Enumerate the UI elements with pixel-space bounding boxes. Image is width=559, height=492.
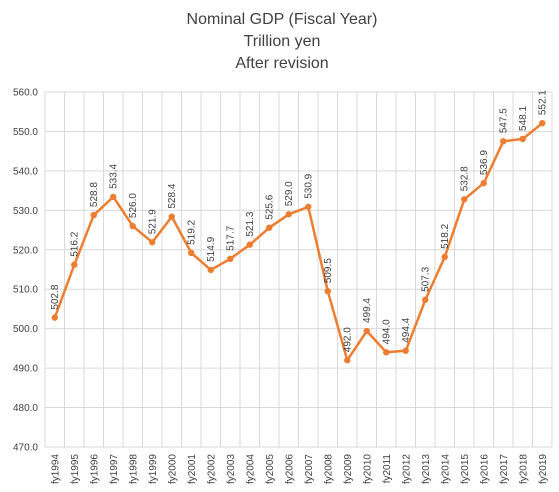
x-tick-label: fy2017 — [499, 454, 510, 484]
data-point — [344, 357, 351, 364]
data-point — [266, 224, 273, 231]
y-tick-label: 550.0 — [13, 127, 38, 138]
data-point — [402, 347, 409, 354]
data-label: 509.5 — [323, 258, 334, 283]
chart-title: Nominal GDP (Fiscal Year) Trillion yen A… — [187, 11, 378, 72]
chart-title-line-1: Nominal GDP (Fiscal Year) — [187, 11, 378, 28]
x-tick-label: fy1997 — [109, 454, 120, 484]
data-label: 528.8 — [89, 182, 100, 207]
data-label: 517.7 — [226, 225, 237, 250]
gridlines — [44, 91, 553, 448]
x-tick-label: fy2010 — [362, 454, 373, 484]
x-tick-label: fy2019 — [538, 454, 549, 484]
x-tick-label: fy1995 — [70, 454, 81, 484]
data-point — [461, 196, 468, 203]
x-tick-label: fy2009 — [343, 454, 354, 484]
data-label: 507.3 — [421, 266, 432, 291]
data-label: 494.0 — [382, 319, 393, 344]
data-label: 536.9 — [479, 150, 490, 175]
data-label: 533.4 — [109, 163, 120, 188]
data-label: 528.4 — [167, 183, 178, 208]
x-tick-label: fy2007 — [304, 454, 315, 484]
y-tick-label: 490.0 — [13, 364, 38, 375]
y-tick-label: 470.0 — [13, 443, 38, 454]
data-label: 494.4 — [401, 317, 412, 342]
data-point — [51, 314, 58, 321]
data-point — [246, 241, 253, 248]
x-tick-label: fy2004 — [245, 454, 256, 484]
data-label: 526.0 — [128, 193, 139, 218]
data-point — [519, 135, 526, 143]
x-tick-label: fy2014 — [440, 454, 451, 484]
series-line — [53, 122, 544, 362]
x-tick-label: fy2008 — [323, 454, 334, 484]
data-label: 529.0 — [284, 181, 295, 206]
data-label: 492.0 — [343, 327, 354, 352]
data-point — [285, 211, 292, 218]
data-point — [90, 211, 97, 219]
data-label: 548.1 — [518, 105, 529, 130]
data-point — [168, 213, 175, 220]
y-tick-label: 560.0 — [13, 88, 38, 99]
y-tick-label: 510.0 — [13, 285, 38, 296]
x-tick-label: fy2001 — [187, 454, 198, 484]
data-point — [207, 266, 214, 274]
data-point — [188, 249, 195, 257]
data-label: 499.4 — [362, 298, 373, 323]
data-point — [71, 261, 78, 268]
data-label: 552.1 — [538, 90, 549, 115]
x-axis: fy1994 fy1995 fy1996 fy1997 fy1998 fy1999 fy20… — [50, 454, 549, 484]
x-tick-label: fy2006 — [284, 454, 295, 484]
x-tick-label: fy1998 — [128, 454, 139, 484]
data-label: 502.8 — [50, 284, 61, 309]
x-tick-label: fy2005 — [265, 454, 276, 484]
y-tick-label: 500.0 — [13, 324, 38, 335]
data-label: 532.8 — [460, 166, 471, 191]
data-point — [383, 349, 390, 356]
data-point — [324, 287, 331, 295]
data-point — [129, 222, 136, 230]
y-axis: 470.0 480.0 490.0 500.0 510.0 520.0 530.0 540.0… — [13, 88, 38, 454]
data-label: 521.9 — [148, 209, 159, 234]
data-label: 518.2 — [440, 223, 451, 248]
data-label: 530.9 — [304, 173, 315, 198]
data-label: 525.6 — [265, 194, 276, 219]
y-tick-label: 540.0 — [13, 166, 38, 177]
x-tick-label: fy1999 — [148, 454, 159, 484]
data-label: 519.2 — [187, 219, 198, 244]
series — [51, 119, 546, 364]
data-label: 547.5 — [499, 108, 510, 133]
y-tick-label: 530.0 — [13, 206, 38, 217]
data-point — [110, 193, 117, 201]
data-point — [500, 138, 507, 145]
data-labels: 502.8 516.2 528.8 533.4 526.0 521.9 528.4 519.2… — [50, 90, 549, 353]
x-tick-label: fy2016 — [479, 454, 490, 484]
x-tick-label: fy2013 — [421, 454, 432, 484]
data-point — [149, 239, 156, 246]
data-label: 514.9 — [206, 236, 217, 261]
data-point — [363, 327, 370, 335]
data-point — [480, 179, 487, 187]
data-point — [441, 253, 448, 261]
data-label: 516.2 — [70, 231, 81, 256]
data-point — [422, 296, 429, 304]
data-point — [539, 119, 546, 127]
x-tick-label: fy2018 — [518, 454, 529, 484]
x-tick-label: fy2000 — [167, 454, 178, 484]
chart-title-line-2: Trillion yen — [244, 33, 321, 50]
data-point — [305, 203, 312, 210]
x-tick-label: fy2002 — [206, 454, 217, 484]
chart-title-line-3: After revision — [235, 55, 328, 72]
x-tick-label: fy1994 — [50, 454, 61, 484]
y-tick-label: 520.0 — [13, 245, 38, 256]
x-tick-label: fy2015 — [460, 454, 471, 484]
x-tick-label: fy2003 — [226, 454, 237, 484]
data-label: 521.3 — [245, 211, 256, 236]
x-tick-label: fy2011 — [382, 454, 393, 484]
y-tick-label: 480.0 — [13, 403, 38, 414]
x-tick-label: fy2012 — [401, 454, 412, 484]
x-tick-label: fy1996 — [89, 454, 100, 484]
data-point — [227, 255, 234, 263]
